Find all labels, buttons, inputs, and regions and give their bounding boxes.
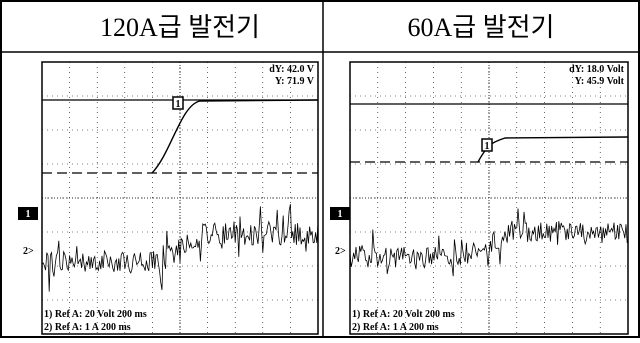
figure: 120A급 발전기 60A급 발전기 1 1 2> dY: 42.0 VY: 71.9… bbox=[0, 0, 640, 338]
legend-line: 1) Ref A: 20 Volt 200 ms bbox=[44, 309, 147, 320]
readout: dY: 18.0 Volt bbox=[569, 64, 625, 75]
header: 60A급 발전기 bbox=[408, 13, 555, 42]
channel-1-marker: 1 bbox=[338, 209, 343, 220]
legend-line: 2) Ref A: 1 A 200 ms bbox=[44, 322, 131, 333]
header: 120A급 발전기 bbox=[100, 13, 260, 42]
readout: Y: 71.9 V bbox=[275, 76, 315, 87]
cursor-marker: 1 bbox=[485, 141, 490, 152]
channel-2-marker: 2> bbox=[335, 246, 346, 257]
channel-2-marker: 2> bbox=[23, 246, 34, 257]
legend-line: 1) Ref A: 20 Volt 200 ms bbox=[352, 309, 455, 320]
cursor-marker: 1 bbox=[176, 99, 181, 110]
channel-1-marker: 1 bbox=[26, 209, 31, 220]
readout: dY: 42.0 V bbox=[269, 64, 315, 75]
legend-line: 2) Ref A: 1 A 200 ms bbox=[352, 322, 439, 333]
readout: Y: 45.9 Volt bbox=[575, 76, 625, 87]
